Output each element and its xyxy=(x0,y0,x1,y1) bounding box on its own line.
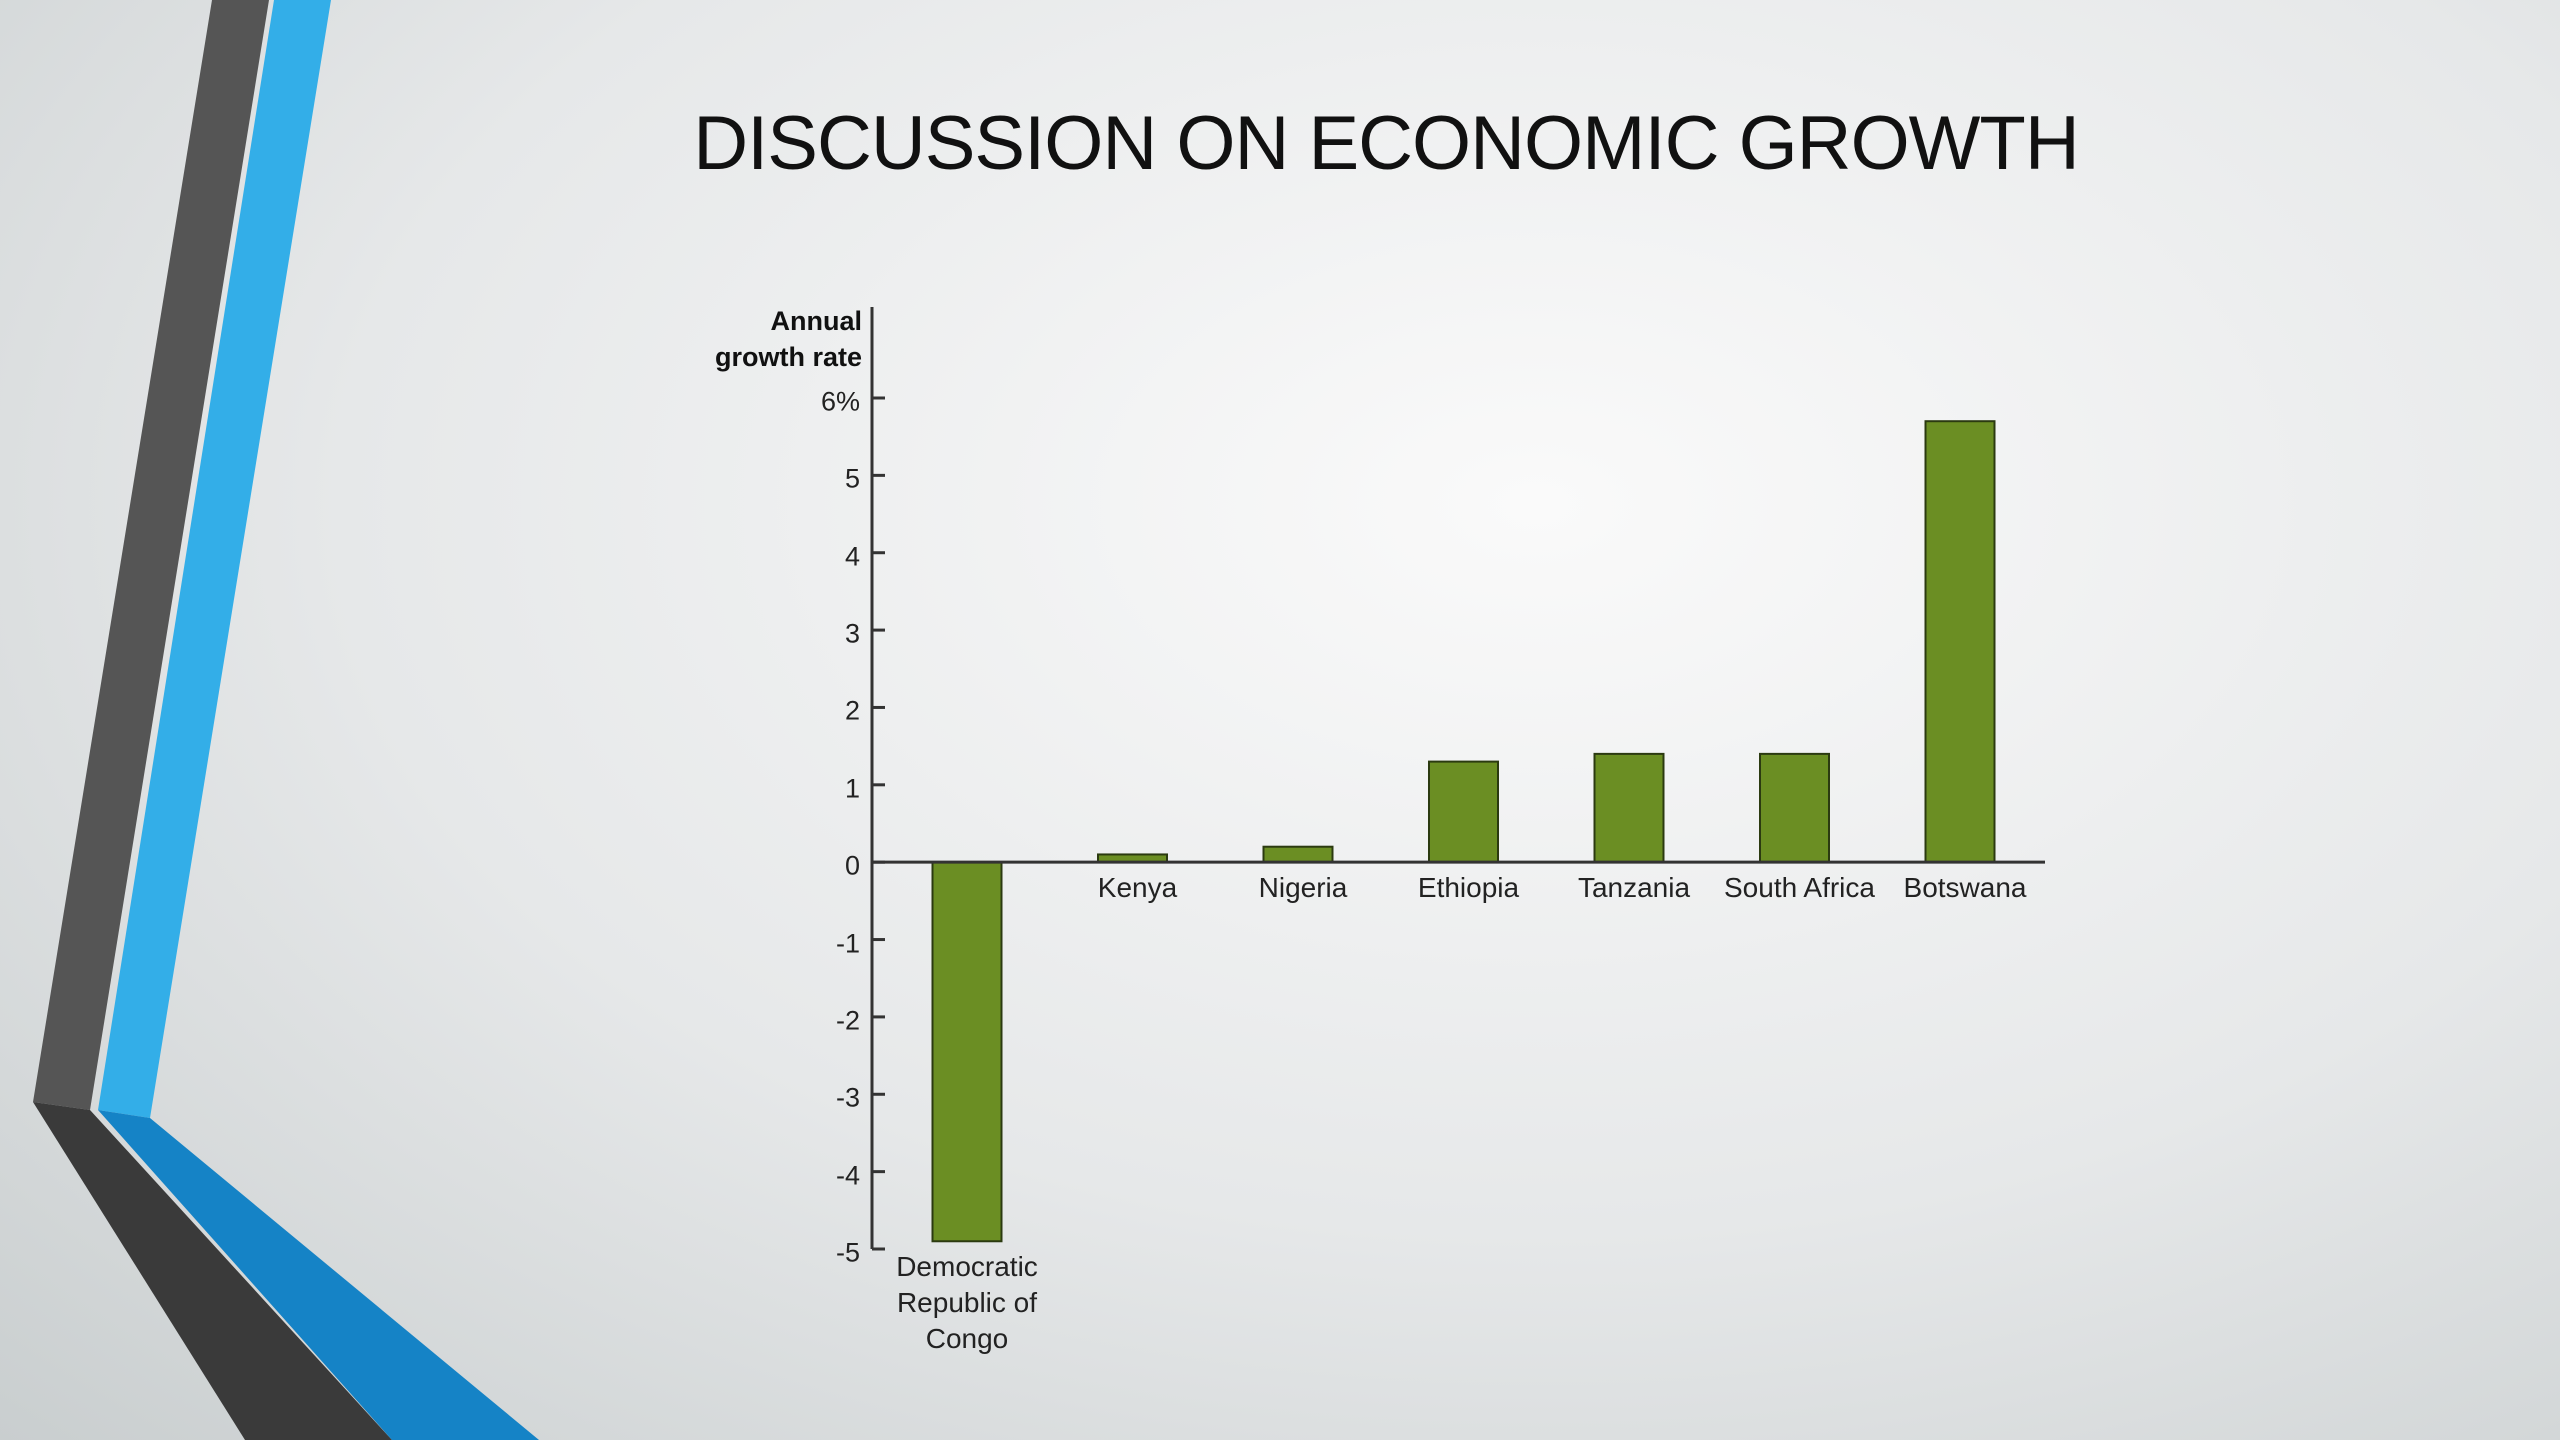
bar xyxy=(1924,420,1996,864)
y-tick-label: 6% xyxy=(820,386,860,417)
decor-stripe xyxy=(33,0,269,1110)
y-axis-label: Annual growth rate xyxy=(714,306,862,372)
bar xyxy=(1593,752,1665,864)
y-tick-label: -5 xyxy=(835,1237,860,1268)
y-tick-label: 5 xyxy=(844,463,860,494)
y-tick-label: -1 xyxy=(835,928,860,959)
y-tick-label: 4 xyxy=(844,541,860,572)
x-tick-label: South Africa xyxy=(1724,872,1875,904)
bar xyxy=(1262,845,1334,864)
x-tick-label: Ethiopia xyxy=(1417,872,1520,904)
x-tick-label: Kenya xyxy=(1097,872,1178,904)
x-tick-label: Democratic Republic of Congo xyxy=(896,1251,1038,1355)
y-tick-label: -4 xyxy=(835,1160,860,1191)
decor-stripe xyxy=(33,1102,392,1440)
bar xyxy=(931,861,1003,1243)
decor-stripe xyxy=(98,1110,539,1440)
y-tick-label: 3 xyxy=(844,618,860,649)
x-tick-label: Botswana xyxy=(1903,872,2027,904)
slide-title: DISCUSSION ON ECONOMIC GROWTH xyxy=(693,101,2079,186)
bar xyxy=(1428,760,1499,864)
x-tick-label: Nigeria xyxy=(1258,872,1348,904)
y-tick-label: -3 xyxy=(835,1082,860,1113)
x-tick-label: Tanzania xyxy=(1577,872,1691,904)
y-tick-label: -2 xyxy=(835,1005,860,1036)
y-tick-label: 0 xyxy=(844,850,860,881)
y-tick-label: 2 xyxy=(844,695,860,726)
decor-stripe xyxy=(98,0,331,1118)
y-tick-label: 1 xyxy=(844,773,860,804)
bar xyxy=(1759,752,1830,864)
